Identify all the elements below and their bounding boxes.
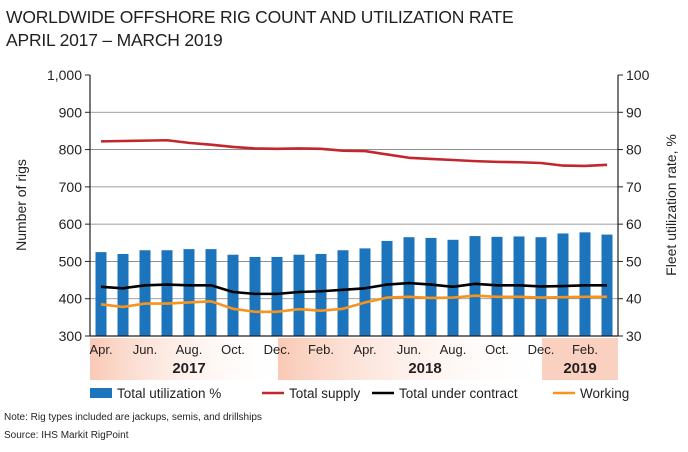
year-band xyxy=(278,338,552,380)
y2-tick-label: 100 xyxy=(626,67,650,83)
y2-tick-label: 40 xyxy=(626,291,642,307)
y-tick-label: 400 xyxy=(59,291,83,307)
utilization-bar xyxy=(359,248,371,336)
chart-title: WORLDWIDE OFFSHORE RIG COUNT AND UTILIZA… xyxy=(6,6,514,52)
utilization-bar xyxy=(315,253,327,336)
line-working xyxy=(100,294,607,314)
y-tick-label: 600 xyxy=(59,216,83,232)
utilization-bar xyxy=(425,237,437,336)
x-tick-label: Jun. xyxy=(133,342,158,357)
utilization-bar xyxy=(469,236,481,336)
y2-tick-label: 50 xyxy=(626,253,642,269)
y2-tick-label: 90 xyxy=(626,104,642,120)
year-label: 2019 xyxy=(563,360,596,377)
legend-label: Total under contract xyxy=(399,386,518,401)
x-tick-label: Oct. xyxy=(221,342,245,357)
legend-label: Working xyxy=(580,386,629,401)
year-band xyxy=(90,338,288,380)
x-tick-label: Oct. xyxy=(485,342,509,357)
utilization-bar xyxy=(139,250,151,336)
y2-tick-label: 60 xyxy=(626,216,642,232)
utilization-bar xyxy=(183,249,195,336)
y2-tick-label: 80 xyxy=(626,142,642,158)
title-line-1: WORLDWIDE OFFSHORE RIG COUNT AND UTILIZA… xyxy=(6,7,514,27)
line-total-supply xyxy=(100,138,608,168)
y-tick-label: 800 xyxy=(59,142,83,158)
x-tick-label: Feb. xyxy=(308,342,334,357)
utilization-bar xyxy=(249,256,261,336)
x-tick-label: Apr. xyxy=(89,342,112,357)
utilization-bar xyxy=(95,252,107,336)
x-tick-label: Aug. xyxy=(176,342,203,357)
x-tick-label: Dec. xyxy=(264,342,291,357)
y-tick-label: 300 xyxy=(59,328,83,344)
x-tick-label: Apr. xyxy=(353,342,376,357)
title-line-2: APRIL 2017 – MARCH 2019 xyxy=(6,30,223,50)
line-total-under-contract xyxy=(100,281,607,296)
source: Source: IHS Markit RigPoint xyxy=(4,430,129,441)
utilization-bar xyxy=(271,256,283,336)
utilization-bar xyxy=(161,250,173,336)
x-tick-label: Jun. xyxy=(397,342,422,357)
legend-label: Total utilization % xyxy=(117,386,221,401)
y-axis-label: Number of rigs xyxy=(13,159,29,251)
legend-label: Total supply xyxy=(289,386,361,401)
y2-tick-label: 30 xyxy=(626,328,642,344)
y-tick-label: 1,000 xyxy=(47,67,82,83)
utilization-bar xyxy=(293,254,305,336)
note: Note: Rig types included are jackups, se… xyxy=(4,412,262,423)
y2-tick-label: 70 xyxy=(626,179,642,195)
year-band xyxy=(542,338,618,380)
y-tick-label: 500 xyxy=(59,253,83,269)
utilization-bar xyxy=(381,240,393,336)
x-tick-label: Aug. xyxy=(440,342,467,357)
x-tick-label: Feb. xyxy=(572,342,598,357)
utilization-bar xyxy=(205,249,217,336)
utilization-bar xyxy=(337,250,349,336)
y2-axis-label: Fleet utilization rate, % xyxy=(663,134,679,276)
utilization-bar xyxy=(117,253,129,336)
utilization-bar xyxy=(557,233,569,336)
utilization-bar xyxy=(403,237,415,336)
year-label: 2018 xyxy=(408,360,441,377)
y-tick-label: 900 xyxy=(59,104,83,120)
y-tick-label: 700 xyxy=(59,179,83,195)
legend-swatch xyxy=(90,388,112,398)
x-tick-label: Dec. xyxy=(528,342,555,357)
year-label: 2017 xyxy=(172,360,205,377)
utilization-bar xyxy=(227,254,239,336)
